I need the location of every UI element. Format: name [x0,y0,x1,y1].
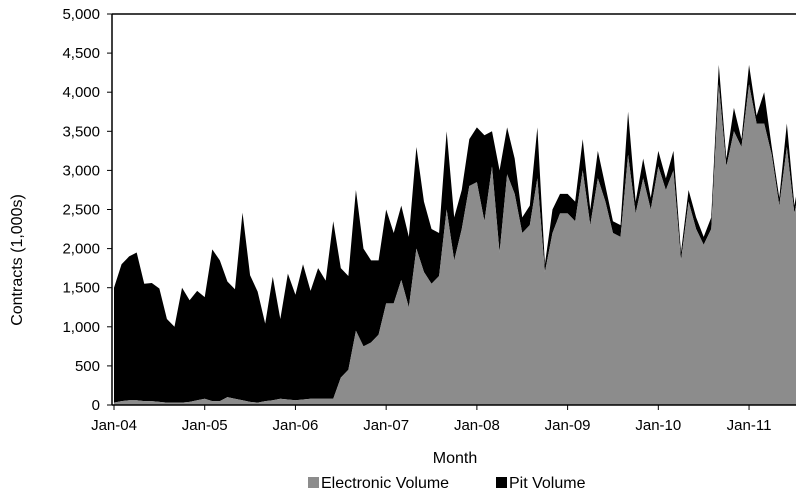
y-tick-label: 4,500 [62,45,100,62]
y-tick-label: 1,500 [62,280,100,297]
x-tick-label: Jan-08 [454,417,500,434]
x-tick-label: Jan-11 [727,417,772,434]
series-area-pit-volume [114,64,796,403]
y-tick-label: 3,000 [62,162,100,179]
legend-label-pit: Pit Volume [509,475,586,492]
x-tick-label: Jan-07 [363,417,409,434]
x-tick-label: Jan-04 [91,417,137,434]
y-axis-ticks: 0 500 1,000 1,500 2,000 2,500 3,000 3,500 4,000 4… [62,6,112,414]
y-tick-label: 3,500 [62,123,100,140]
x-tick-label: Jan-06 [273,417,319,434]
legend-swatch-pit [496,477,507,488]
y-tick-label: 2,500 [62,202,100,219]
legend-swatch-electronic [308,477,319,488]
x-tick-label: Jan-09 [545,417,591,434]
x-tick-label: Jan-10 [635,417,681,434]
y-tick-label: 1,000 [62,319,100,336]
x-tick-label: Jan-05 [182,417,228,434]
y-tick-label: 4,000 [62,84,100,101]
y-tick-label: 0 [92,397,100,414]
x-axis-ticks: Jan-04 Jan-05 Jan-06 Jan-07 Jan-08 Jan-09 Jan-… [91,405,771,434]
plot-area [114,64,796,405]
series-area-electronic-volume [114,84,796,405]
y-tick-label: 2,000 [62,241,100,258]
y-axis-title: Contracts (1,000s) [9,194,26,326]
legend-label-electronic: Electronic Volume [321,475,449,492]
legend: Electronic Volume Pit Volume [308,475,586,492]
x-axis-title: Month [433,450,477,467]
y-tick-label: 5,000 [62,6,100,23]
y-tick-label: 500 [75,358,100,375]
